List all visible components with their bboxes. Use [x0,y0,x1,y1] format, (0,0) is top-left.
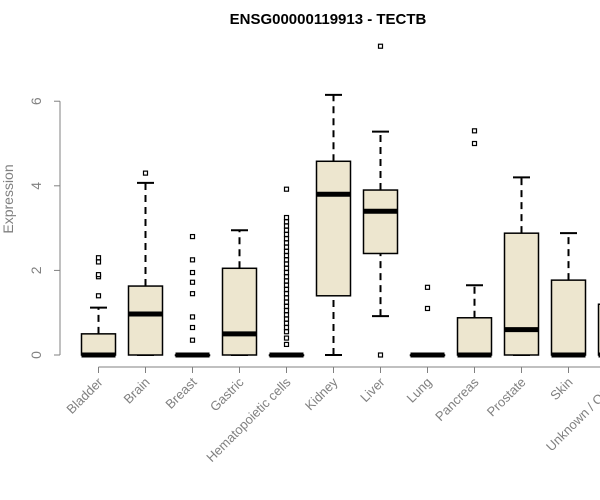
box-bladder [80,255,117,358]
box-lung [409,284,446,358]
x-tick-label: Skin [547,375,575,403]
outlier-point [95,272,102,278]
box-body [456,317,493,356]
outlier-point [189,324,196,331]
outlier-point [471,128,478,134]
x-tick-label: Liver [357,374,388,405]
outlier-point [283,316,290,322]
outlier-point [189,291,196,297]
outlier-point [283,335,290,341]
outlier-point [283,186,290,192]
outlier-point [189,269,196,276]
outlier-point [189,233,196,240]
outlier-point [283,303,290,309]
box-pancreas [456,128,493,358]
outlier-point [283,329,290,335]
outlier-point [283,291,290,297]
y-tick-label: 6 [28,97,44,105]
x-tick-label: Lung [404,375,435,406]
outlier-point [283,231,290,238]
outlier-point [283,282,290,288]
outlier-point [142,170,149,176]
box-kidney [315,93,352,356]
outlier-point [283,219,290,225]
outlier-point [283,240,290,246]
outlier-point [283,236,290,242]
x-tick-label: Pancreas [432,374,482,424]
box-skin [550,232,587,358]
outlier-point [283,286,290,293]
outlier-point [283,274,290,280]
chart-title: ENSG00000119913 - TECTB [230,11,427,28]
box-hematopoietic-cells [268,186,305,358]
outlier-point [283,214,290,221]
outlier-point [283,269,290,276]
outlier-point [283,248,290,254]
outlier-point [283,312,290,318]
outlier-point [283,261,290,267]
box-breast [174,233,211,358]
box-brain [127,170,164,356]
outlier-point [189,279,196,285]
box-body [315,160,352,297]
outlier-point [95,255,102,261]
outlier-point [283,295,290,301]
box-unknown-other [597,303,600,358]
axes: 0 2 4 6 [28,97,600,373]
outlier-point [283,324,290,331]
outlier-point [377,352,384,358]
boxes-group [80,43,600,358]
outlier-point [283,244,290,250]
outlier-point [283,320,290,326]
box-body [362,189,399,255]
outlier-point [424,284,431,290]
box-body [550,279,587,356]
box-body [127,285,164,356]
y-axis-label: Expression [0,164,16,233]
box-body [597,303,600,356]
x-tick-label: Bladder [63,374,106,417]
x-tick-label: Prostate [484,375,529,420]
outlier-point [189,314,196,320]
box-body [221,267,258,356]
outlier-point [283,253,290,259]
outlier-point [283,341,290,348]
x-tick-label: Brain [121,375,153,407]
outlier-point [95,259,102,265]
outlier-point [377,43,384,49]
outlier-point [189,337,196,343]
outlier-point [283,227,290,233]
x-tick-label: Breast [162,374,199,411]
outlier-point [424,305,431,312]
outlier-point [95,293,102,299]
outlier-point [283,299,290,305]
y-tick-label: 2 [28,266,44,274]
box-prostate [503,176,540,356]
x-tick-label: Kidney [302,374,341,413]
outlier-point [283,307,290,314]
outlier-point [283,257,290,263]
x-tick-label: Gastric [207,374,247,414]
box-body [80,333,117,356]
box-body [503,232,540,356]
outlier-point [283,278,290,284]
box-gastric [221,229,258,356]
box-liver [362,43,399,358]
outlier-point [189,257,196,263]
y-tick-label: 0 [28,351,44,359]
outlier-point [283,223,290,229]
x-tick-label: Hematopoietic cells [203,374,294,465]
outlier-point [283,265,290,271]
outlier-point [471,140,478,147]
y-tick-label: 4 [28,182,44,190]
